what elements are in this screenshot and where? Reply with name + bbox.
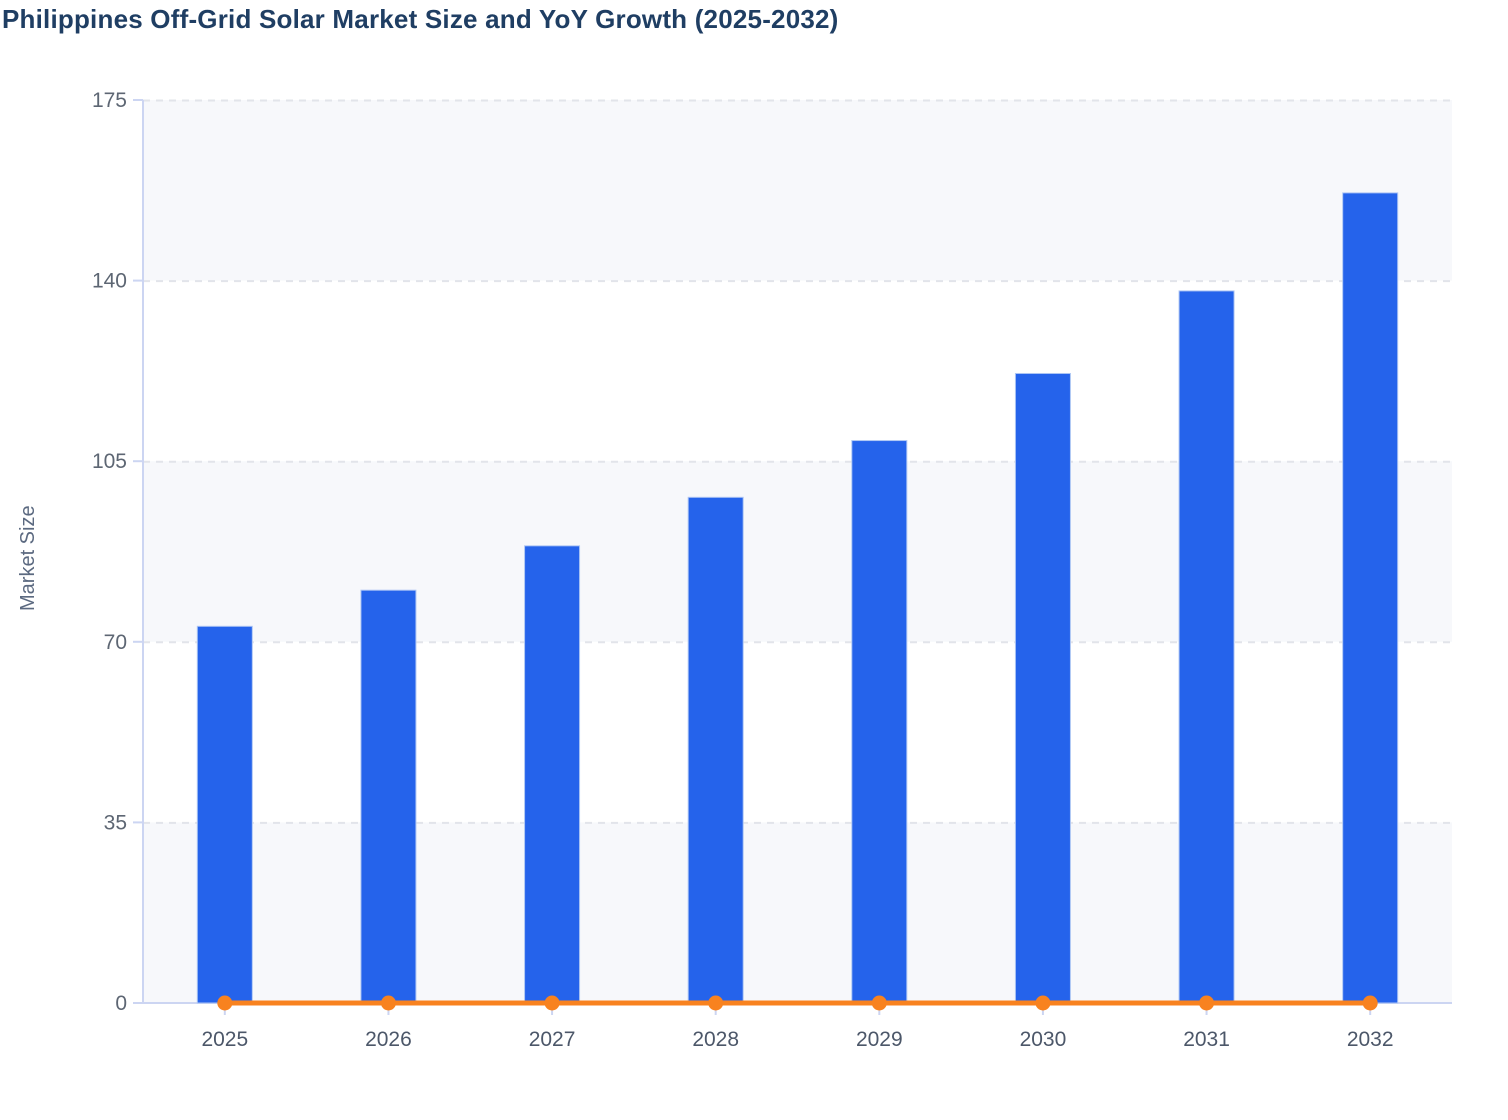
y-tick-label: 35 [104, 811, 127, 834]
y-tick-label: 175 [92, 89, 127, 112]
x-tick-label: 2028 [692, 1028, 739, 1051]
yoy-marker-2026[interactable] [380, 995, 396, 1011]
chart-title: Philippines Off-Grid Solar Market Size a… [2, 4, 839, 34]
x-tick-label: 2029 [856, 1028, 903, 1051]
x-tick-label: 2032 [1347, 1028, 1394, 1051]
plot-band [143, 822, 1452, 1003]
yoy-marker-2029[interactable] [871, 995, 887, 1011]
yoy-marker-2031[interactable] [1199, 995, 1215, 1011]
x-tick-label: 2026 [365, 1028, 412, 1051]
plot-band [143, 100, 1452, 281]
y-tick-label: 0 [115, 992, 127, 1015]
bar-2026[interactable] [360, 589, 417, 1004]
bar-2030[interactable] [1014, 372, 1071, 1004]
yoy-marker-2030[interactable] [1035, 995, 1051, 1011]
bar-2027[interactable] [524, 545, 581, 1004]
bar-2028[interactable] [687, 496, 744, 1004]
bar-2031[interactable] [1178, 290, 1235, 1004]
y-tick-label: 105 [92, 450, 127, 473]
y-tick-label: 140 [92, 270, 127, 293]
plot-band [143, 461, 1452, 642]
yoy-marker-2032[interactable] [1362, 995, 1378, 1011]
y-tick-label: 70 [104, 631, 127, 654]
yoy-marker-2027[interactable] [544, 995, 560, 1011]
bar-2025[interactable] [196, 625, 253, 1004]
bar-2032[interactable] [1342, 192, 1399, 1004]
x-tick-label: 2027 [529, 1028, 576, 1051]
yoy-marker-2025[interactable] [217, 995, 233, 1011]
x-tick-label: 2031 [1183, 1028, 1230, 1051]
yoy-marker-2028[interactable] [708, 995, 724, 1011]
x-tick-label: 2030 [1020, 1028, 1067, 1051]
bar-2029[interactable] [851, 440, 908, 1004]
x-tick-label: 2025 [201, 1028, 248, 1051]
